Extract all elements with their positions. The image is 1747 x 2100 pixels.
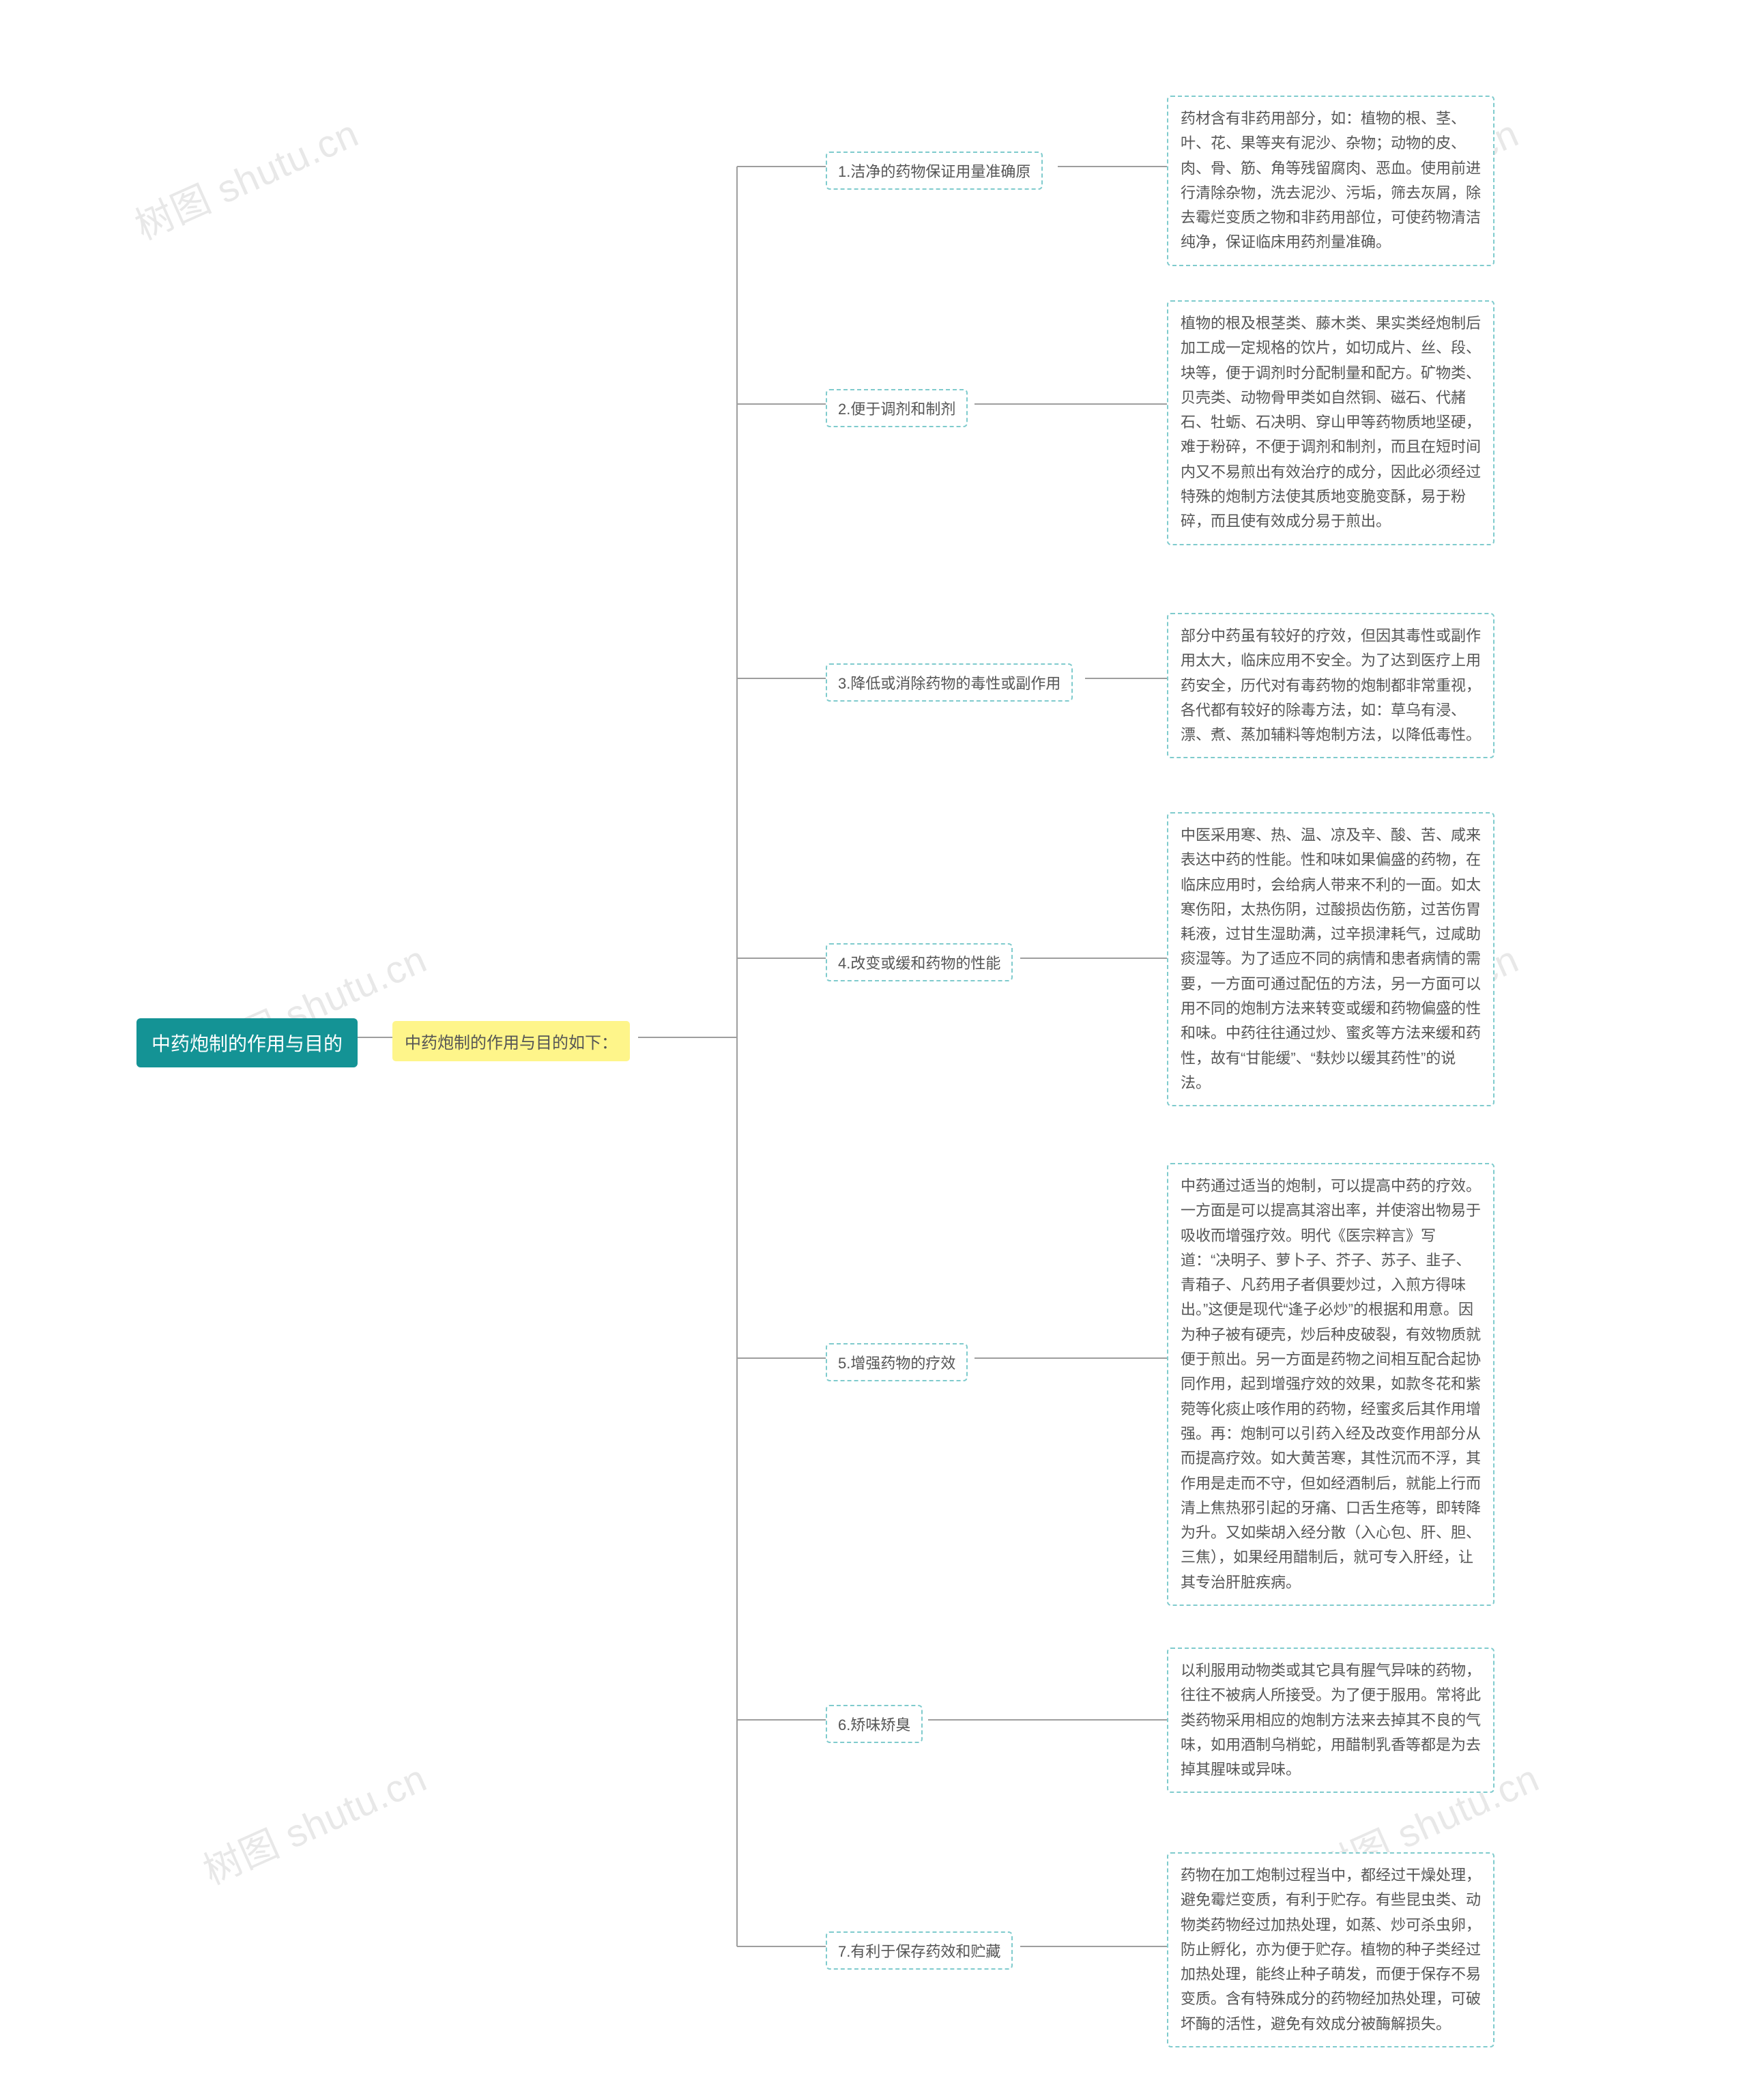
level2-node-2[interactable]: 2.便于调剂和制剂 bbox=[826, 389, 968, 427]
level3-leaf-4[interactable]: 中医采用寒、热、温、凉及辛、酸、苦、咸来表达中药的性能。性和味如果偏盛的药物，在… bbox=[1167, 812, 1495, 1106]
root-node[interactable]: 中药炮制的作用与目的 bbox=[136, 1018, 358, 1067]
level2-node-7[interactable]: 7.有利于保存药效和贮藏 bbox=[826, 1931, 1013, 1970]
level2-node-6[interactable]: 6.矫味矫臭 bbox=[826, 1705, 923, 1743]
mindmap-canvas: 树图 shutu.cn 树图 shutu.cn 树图 shutu.cn 树图 s… bbox=[0, 0, 1747, 2100]
level3-leaf-5[interactable]: 中药通过适当的炮制，可以提高中药的疗效。一方面是可以提高其溶出率，并使溶出物易于… bbox=[1167, 1163, 1495, 1606]
level3-leaf-6[interactable]: 以利服用动物类或其它具有腥气异味的药物，往往不被病人所接受。为了便于服用。常将此… bbox=[1167, 1648, 1495, 1793]
level2-node-3[interactable]: 3.降低或消除药物的毒性或副作用 bbox=[826, 663, 1073, 702]
level3-leaf-2[interactable]: 植物的根及根茎类、藤木类、果实类经炮制后加工成一定规格的饮片，如切成片、丝、段、… bbox=[1167, 300, 1495, 545]
level2-node-5[interactable]: 5.增强药物的疗效 bbox=[826, 1343, 968, 1381]
level3-leaf-3[interactable]: 部分中药虽有较好的疗效，但因其毒性或副作用太大，临床应用不安全。为了达到医疗上用… bbox=[1167, 613, 1495, 758]
level1-node[interactable]: 中药炮制的作用与目的如下： bbox=[392, 1021, 630, 1061]
level3-leaf-1[interactable]: 药材含有非药用部分，如：植物的根、茎、叶、花、果等夹有泥沙、杂物；动物的皮、肉、… bbox=[1167, 96, 1495, 266]
level2-node-1[interactable]: 1.洁净的药物保证用量准确原 bbox=[826, 152, 1043, 190]
level3-leaf-7[interactable]: 药物在加工炮制过程当中，都经过干燥处理，避免霉烂变质，有利于贮存。有些昆虫类、动… bbox=[1167, 1852, 1495, 2047]
level2-node-4[interactable]: 4.改变或缓和药物的性能 bbox=[826, 943, 1013, 981]
